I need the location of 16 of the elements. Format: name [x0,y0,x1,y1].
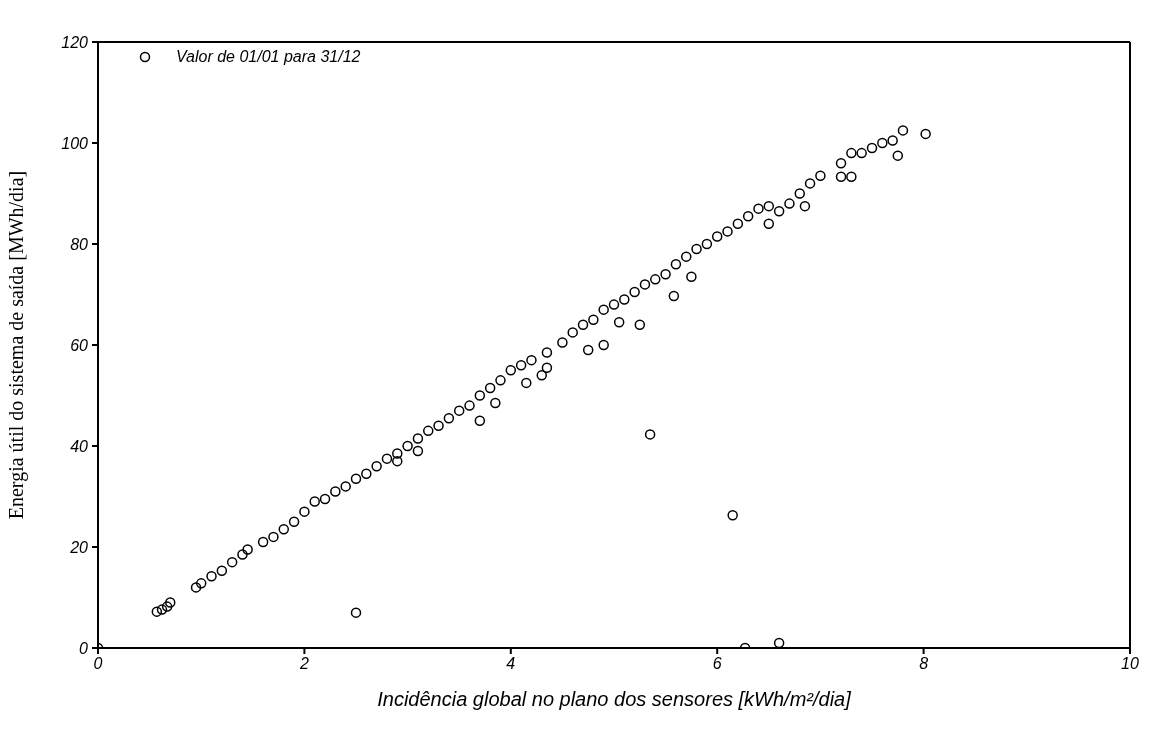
x-tick-label: 10 [1121,655,1139,673]
x-tick-label: 8 [919,655,929,673]
x-tick-label: 6 [712,655,722,673]
y-axis-title: Energia útil do sistema de saída [MWh/dia] [5,170,29,520]
x-tick-label: 2 [298,655,309,673]
legend-label: Valor de 01/01 para 31/12 [176,48,361,66]
y-tick-label: 80 [70,235,89,253]
x-tick-label: 4 [506,655,516,673]
y-tick-label: 40 [70,437,89,455]
x-tick-label: 0 [93,655,103,673]
y-tick-label: 0 [79,639,89,657]
y-tick-label: 60 [70,336,89,354]
y-tick-label: 20 [69,538,89,556]
y-tick-label: 120 [61,33,89,51]
y-tick-label: 100 [61,134,89,152]
x-axis-title: Incidência global no plano dos sensores [kWh/m²/dia] [377,688,852,710]
